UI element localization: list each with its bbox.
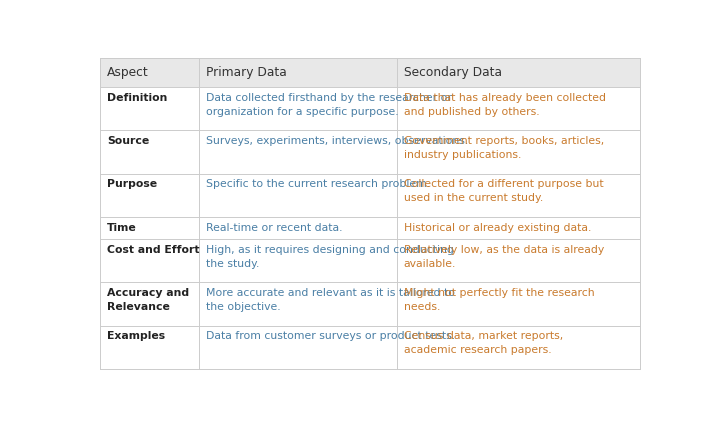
Bar xyxy=(100,130,640,173)
Text: Examples: Examples xyxy=(107,332,165,341)
Bar xyxy=(100,217,640,239)
Bar xyxy=(100,87,640,130)
Text: Data collected firsthand by the researcher or
organization for a specific purpos: Data collected firsthand by the research… xyxy=(206,92,452,116)
Text: Secondary Data: Secondary Data xyxy=(404,66,502,79)
Text: Definition: Definition xyxy=(107,92,168,103)
Text: Historical or already existing data.: Historical or already existing data. xyxy=(404,223,591,233)
Text: Census data, market reports,
academic research papers.: Census data, market reports, academic re… xyxy=(404,332,563,355)
Text: Real-time or recent data.: Real-time or recent data. xyxy=(206,223,342,233)
Text: Might not perfectly fit the research
needs.: Might not perfectly fit the research nee… xyxy=(404,288,594,312)
Bar xyxy=(100,173,640,217)
Text: Data that has already been collected
and published by others.: Data that has already been collected and… xyxy=(404,92,606,116)
Bar xyxy=(100,239,640,282)
Text: Surveys, experiments, interviews, observations.: Surveys, experiments, interviews, observ… xyxy=(206,136,469,146)
Text: More accurate and relevant as it is tailored to
the objective.: More accurate and relevant as it is tail… xyxy=(206,288,455,312)
Text: Primary Data: Primary Data xyxy=(206,66,287,79)
Text: Purpose: Purpose xyxy=(107,179,157,189)
Text: Government reports, books, articles,
industry publications.: Government reports, books, articles, ind… xyxy=(404,136,604,160)
Text: Relatively low, as the data is already
available.: Relatively low, as the data is already a… xyxy=(404,245,604,269)
Text: Specific to the current research problem.: Specific to the current research problem… xyxy=(206,179,430,189)
Bar xyxy=(100,282,640,326)
Text: Accuracy and
Relevance: Accuracy and Relevance xyxy=(107,288,189,312)
Bar xyxy=(100,58,640,87)
Bar xyxy=(100,326,640,369)
Text: Collected for a different purpose but
used in the current study.: Collected for a different purpose but us… xyxy=(404,179,603,203)
Text: Time: Time xyxy=(107,223,136,233)
Text: Aspect: Aspect xyxy=(107,66,149,79)
Text: Source: Source xyxy=(107,136,149,146)
Text: Cost and Effort: Cost and Effort xyxy=(107,245,199,254)
Text: Data from customer surveys or product tests.: Data from customer surveys or product te… xyxy=(206,332,455,341)
Text: High, as it requires designing and conducting
the study.: High, as it requires designing and condu… xyxy=(206,245,454,269)
